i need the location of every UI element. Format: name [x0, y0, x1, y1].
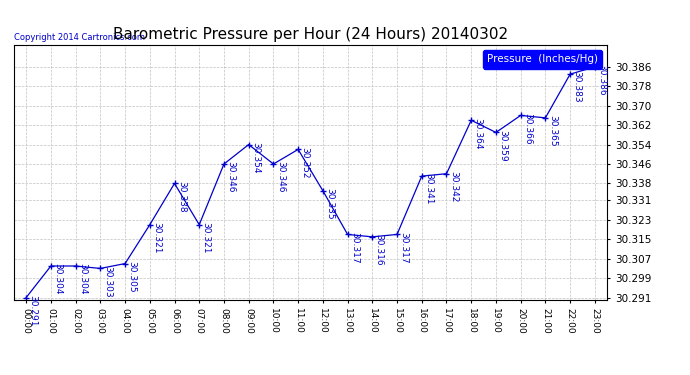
- Pressure  (Inches/Hg): [244, 142, 253, 147]
- Pressure  (Inches/Hg): [220, 162, 228, 166]
- Pressure  (Inches/Hg): [541, 116, 549, 120]
- Text: 30.352: 30.352: [301, 147, 310, 178]
- Text: 30.386: 30.386: [598, 64, 607, 96]
- Text: 30.304: 30.304: [53, 263, 62, 295]
- Text: 30.346: 30.346: [276, 161, 285, 193]
- Text: 30.359: 30.359: [498, 130, 507, 161]
- Text: 30.346: 30.346: [226, 161, 235, 193]
- Pressure  (Inches/Hg): [195, 222, 204, 227]
- Title: Barometric Pressure per Hour (24 Hours) 20140302: Barometric Pressure per Hour (24 Hours) …: [113, 27, 508, 42]
- Text: 30.291: 30.291: [28, 295, 38, 326]
- Text: 30.342: 30.342: [449, 171, 458, 202]
- Text: 30.338: 30.338: [177, 181, 186, 212]
- Text: 30.354: 30.354: [251, 142, 260, 173]
- Pressure  (Inches/Hg): [170, 181, 179, 186]
- Pressure  (Inches/Hg): [47, 264, 55, 268]
- Text: 30.383: 30.383: [573, 71, 582, 103]
- Pressure  (Inches/Hg): [442, 171, 451, 176]
- Legend: Pressure  (Inches/Hg): Pressure (Inches/Hg): [483, 50, 602, 69]
- Text: 30.364: 30.364: [473, 117, 483, 149]
- Pressure  (Inches/Hg): [566, 72, 574, 76]
- Text: 30.303: 30.303: [103, 266, 112, 297]
- Text: 30.316: 30.316: [375, 234, 384, 266]
- Text: 30.304: 30.304: [78, 263, 87, 295]
- Text: 30.305: 30.305: [128, 261, 137, 292]
- Text: 30.317: 30.317: [350, 232, 359, 263]
- Text: 30.335: 30.335: [325, 188, 335, 219]
- Pressure  (Inches/Hg): [344, 232, 352, 237]
- Text: 30.341: 30.341: [424, 173, 433, 205]
- Text: 30.317: 30.317: [400, 232, 408, 263]
- Pressure  (Inches/Hg): [591, 64, 599, 69]
- Pressure  (Inches/Hg): [467, 118, 475, 123]
- Pressure  (Inches/Hg): [517, 113, 525, 118]
- Pressure  (Inches/Hg): [96, 266, 104, 271]
- Pressure  (Inches/Hg): [294, 147, 302, 152]
- Text: Copyright 2014 Cartronics.com: Copyright 2014 Cartronics.com: [14, 33, 145, 42]
- Pressure  (Inches/Hg): [269, 162, 277, 166]
- Pressure  (Inches/Hg): [121, 261, 129, 266]
- Text: 30.365: 30.365: [548, 115, 557, 147]
- Pressure  (Inches/Hg): [319, 189, 327, 193]
- Text: 30.321: 30.321: [152, 222, 161, 254]
- Pressure  (Inches/Hg): [72, 264, 80, 268]
- Pressure  (Inches/Hg): [146, 222, 154, 227]
- Text: 30.321: 30.321: [201, 222, 210, 254]
- Pressure  (Inches/Hg): [417, 174, 426, 178]
- Line: Pressure  (Inches/Hg): Pressure (Inches/Hg): [23, 64, 598, 300]
- Pressure  (Inches/Hg): [22, 296, 30, 300]
- Text: 30.366: 30.366: [523, 112, 532, 144]
- Pressure  (Inches/Hg): [393, 232, 401, 237]
- Pressure  (Inches/Hg): [368, 235, 377, 239]
- Pressure  (Inches/Hg): [492, 130, 500, 135]
